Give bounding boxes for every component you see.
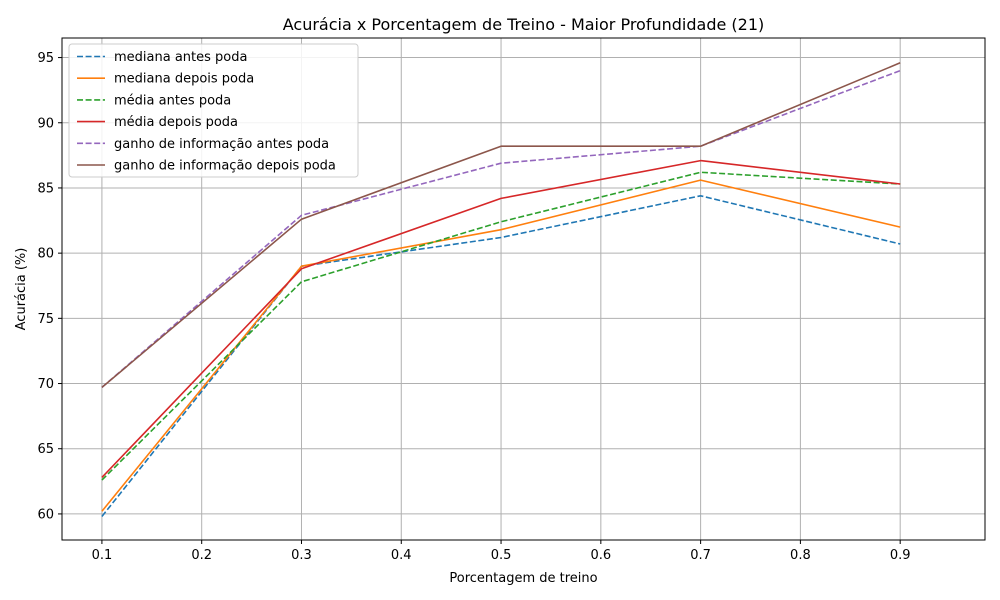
x-tick-label: 0.4 xyxy=(391,548,412,563)
x-tick-label: 0.9 xyxy=(890,548,911,563)
legend-label-4: média depois poda xyxy=(114,115,238,130)
legend-label-1: mediana antes poda xyxy=(114,50,247,65)
series-lines xyxy=(101,62,901,517)
legend-label-6: ganho de informação depois poda xyxy=(114,159,336,174)
grid-lines xyxy=(62,38,985,540)
y-tick-label: 80 xyxy=(37,247,54,262)
series-line-1 xyxy=(101,195,901,517)
x-tick-label: 0.3 xyxy=(291,548,312,563)
y-tick-label: 65 xyxy=(37,442,54,457)
y-tick-label: 75 xyxy=(37,312,54,327)
y-tick-label: 95 xyxy=(37,51,54,66)
legend-label-3: média antes poda xyxy=(114,93,231,108)
y-tick-label: 70 xyxy=(37,377,54,392)
x-tick-label: 0.7 xyxy=(690,548,711,563)
x-tick-label: 0.8 xyxy=(790,548,811,563)
y-axis-label: Acurácia (%) xyxy=(14,248,29,331)
x-tick-label: 0.2 xyxy=(191,548,212,563)
series-line-2 xyxy=(101,179,901,512)
y-tick-label: 85 xyxy=(37,181,54,196)
y-tick-label: 60 xyxy=(37,507,54,522)
x-axis-ticks: 0.1 0.2 0.3 0.4 0.5 0.6 0.7 0.8 0.9 xyxy=(92,540,911,563)
series-line-6 xyxy=(101,62,901,389)
legend: mediana antes poda mediana depois poda méd… xyxy=(68,43,359,178)
x-tick-label: 0.1 xyxy=(92,548,113,563)
plot-frame xyxy=(61,37,986,541)
x-axis-label: Porcentagem de treino xyxy=(449,571,597,586)
y-tick-label: 90 xyxy=(37,116,54,131)
series-line-3 xyxy=(101,171,901,481)
series-line-4 xyxy=(101,159,901,478)
x-tick-label: 0.6 xyxy=(590,548,611,563)
x-tick-label: 0.5 xyxy=(491,548,512,563)
legend-label-5: ganho de informação antes poda xyxy=(114,137,329,152)
legend-label-2: mediana depois poda xyxy=(114,72,254,87)
legend-box xyxy=(68,43,359,178)
chart-title: Acurácia x Porcentagem de Treino - Maior… xyxy=(283,15,765,34)
y-axis-ticks: 60 65 70 75 80 85 90 95 xyxy=(37,51,62,522)
series-line-5 xyxy=(101,69,901,389)
